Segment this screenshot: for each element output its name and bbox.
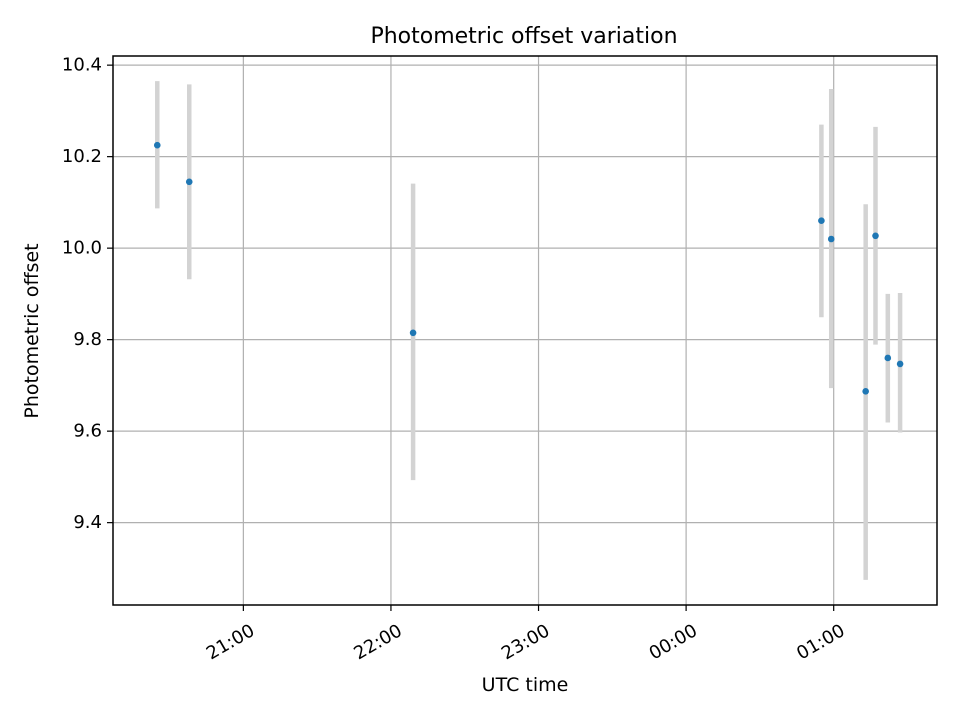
y-tick-label: 10.2 bbox=[62, 146, 102, 167]
chart-title: Photometric offset variation bbox=[370, 24, 677, 49]
plot-frame bbox=[112, 55, 938, 606]
data-point bbox=[185, 178, 193, 186]
data-point bbox=[884, 354, 892, 362]
y-axis-ticks: 9.4 9.6 9.8 10.0 10.2 10.4 bbox=[62, 55, 113, 533]
y-tick-label: 9.6 bbox=[73, 421, 102, 442]
data-point bbox=[818, 217, 825, 224]
y-axis-label: Photometric offset bbox=[21, 243, 43, 418]
data-point bbox=[872, 232, 879, 240]
grid-lines bbox=[113, 56, 937, 605]
y-tick-label: 9.8 bbox=[73, 329, 102, 350]
data-point bbox=[896, 360, 904, 368]
data-point bbox=[862, 388, 869, 395]
data-point bbox=[409, 329, 417, 337]
data-point bbox=[153, 141, 161, 149]
y-tick-label: 9.4 bbox=[73, 512, 102, 533]
y-tick-label: 10.0 bbox=[62, 238, 102, 259]
y-tick-label: 10.4 bbox=[62, 55, 102, 76]
x-axis-label: UTC time bbox=[482, 674, 569, 696]
data-point bbox=[827, 235, 835, 243]
data-points bbox=[153, 141, 904, 395]
